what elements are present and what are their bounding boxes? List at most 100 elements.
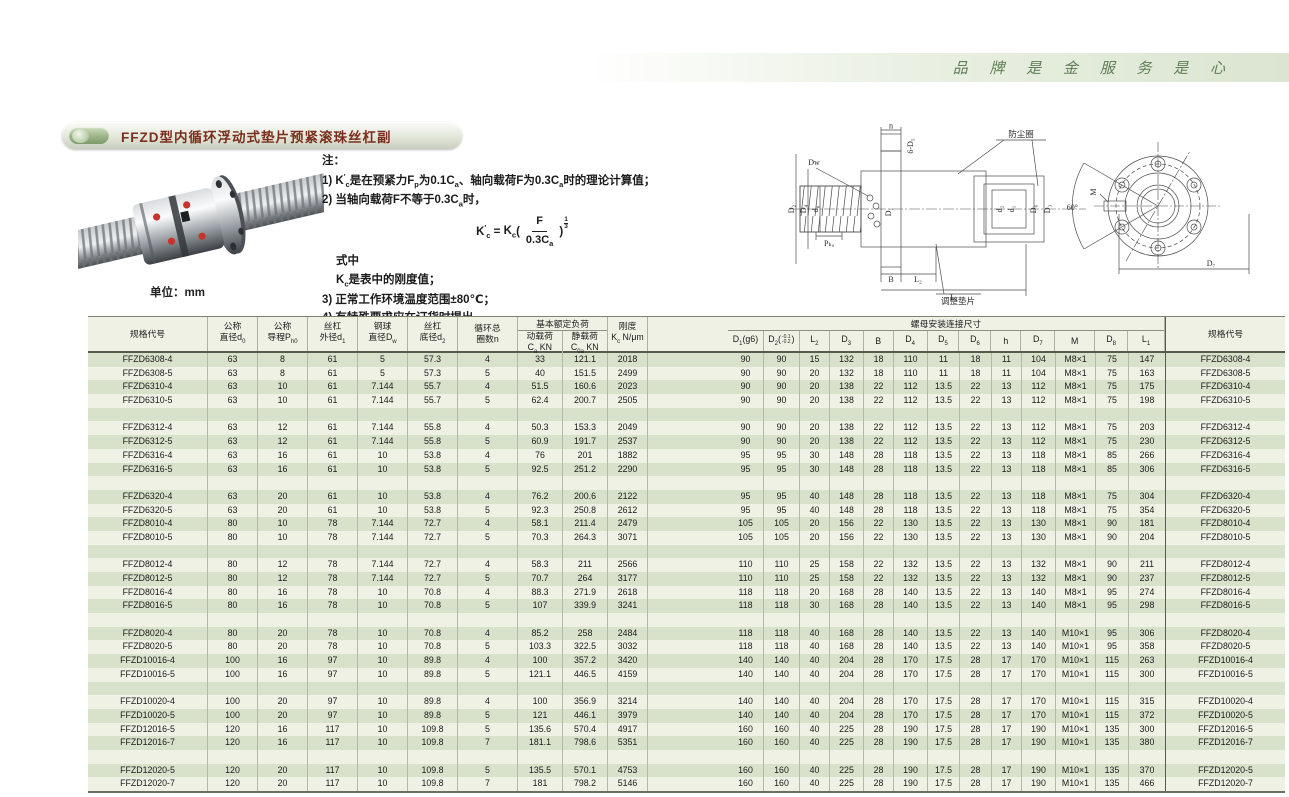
table-cell: M8×1 (1056, 435, 1096, 449)
table-cell: 28 (864, 626, 894, 641)
table-cell: 20 (800, 366, 830, 381)
table-cell: 72.7 (408, 517, 458, 531)
table-cell: 13.5 (928, 421, 960, 436)
table-cell: 168 (830, 599, 864, 614)
table-cell: 13 (992, 435, 1022, 449)
table-cell: 110 (728, 572, 764, 586)
table-cell: FFZD8016-5 (1165, 599, 1285, 614)
table-cell: 10 (358, 585, 408, 600)
table-cell (1165, 749, 1285, 764)
table-cell (1096, 613, 1129, 627)
table-cell: 28 (864, 599, 894, 614)
table-cell: 170 (1022, 708, 1056, 723)
table-spacer-row (88, 544, 1285, 559)
table-cell: 100 (208, 708, 258, 723)
table-cell: 61 (308, 421, 358, 436)
table-cell: 121.1 (518, 667, 563, 682)
table-spacer-row (88, 407, 1285, 422)
table-cell: 13.5 (928, 394, 960, 408)
table-cell: 97 (308, 654, 358, 668)
table-cell: M10×1 (1056, 777, 1096, 791)
table-cell: 3420 (608, 654, 648, 668)
table-cell: 18 (960, 366, 992, 381)
table-cell (830, 613, 864, 627)
table-cell: 140 (1022, 599, 1056, 614)
table-cell: 55.7 (408, 380, 458, 395)
shim-label: 调整垫片 (941, 296, 975, 306)
table-row: FFZD8010-5 80 10 78 7.144 72.7 5 70.3 264.3 3071 1… (88, 530, 1285, 545)
table-cell: 140 (728, 708, 764, 723)
table-cell (1129, 408, 1165, 422)
table-cell: 40 (800, 695, 830, 709)
table-cell: 20 (258, 695, 308, 709)
table-cell: 40 (800, 626, 830, 641)
table-cell (992, 544, 1022, 559)
table-cell: 88.3 (518, 585, 563, 600)
mounting-col-header: D3 (830, 331, 864, 351)
table-cell: 446.5 (563, 667, 608, 682)
table-cell: 22 (960, 394, 992, 408)
table-cell: FFZD6308-4 (1165, 353, 1285, 367)
table-cell (764, 681, 800, 696)
table-cell: FFZD8012-4 (1165, 558, 1285, 572)
table-cell (308, 749, 358, 764)
table-cell: 168 (830, 626, 864, 641)
table-cell: 2018 (608, 353, 648, 367)
table-cell: FFZD6308-4 (88, 353, 208, 367)
table-cell (960, 544, 992, 559)
table-cell: M10×1 (1056, 667, 1096, 682)
table-cell: 40 (800, 763, 830, 778)
table-cell: 153.3 (563, 421, 608, 436)
table-cell: 61 (308, 462, 358, 477)
table-cell: 3241 (608, 599, 648, 614)
table-cell (258, 544, 308, 559)
table-cell: 13.5 (928, 599, 960, 614)
table-cell (563, 749, 608, 764)
table-cell: 97 (308, 695, 358, 709)
table-cell: 5 (458, 435, 518, 449)
table-cell: 1882 (608, 448, 648, 463)
table-cell: 266 (1139, 449, 1155, 460)
col-group-load: 基本额定负荷 动载荷 Ca KN 静载荷 C0a KN (518, 317, 608, 357)
table-cell: 4 (458, 353, 518, 367)
table-cell: 5 (458, 530, 518, 545)
table-cell: 95 (1096, 599, 1129, 614)
table-gap-cell (648, 586, 728, 600)
table-cell: FFZD12020-5 (1165, 763, 1285, 778)
dim-m: M (1089, 188, 1098, 195)
table-gap-cell (648, 517, 728, 531)
table-cell (894, 749, 928, 764)
table-cell: 204 (830, 667, 864, 682)
table-cell (208, 544, 258, 559)
table-cell: 105 (728, 530, 764, 545)
table-cell: 8 (258, 366, 308, 381)
table-cell: FFZD6312-5 (1165, 435, 1285, 449)
table-cell (1096, 476, 1129, 490)
table-cell: 160 (764, 722, 800, 737)
table-cell: 53.8 (408, 448, 458, 463)
table-cell (864, 544, 894, 559)
col-ph: 公称 导程Ph0 (258, 317, 308, 351)
table-cell: M10×1 (1056, 722, 1096, 737)
table-cell: 20 (800, 517, 830, 531)
table-cell: 28 (960, 667, 992, 682)
table-cell (208, 749, 258, 764)
table-cell: 78 (308, 558, 358, 572)
table-cell: 33 (518, 353, 563, 367)
dim-d5: 6-D₅ (906, 138, 915, 153)
table-cell (764, 749, 800, 764)
table-cell: 148 (830, 462, 864, 477)
table-gap-cell (648, 463, 728, 477)
table-cell: 13.5 (928, 640, 960, 655)
table-cell: 140 (728, 654, 764, 668)
table-cell (1022, 476, 1056, 490)
table-cell: 117 (308, 763, 358, 778)
table-cell: 16 (258, 722, 308, 737)
table-row: FFZD12020-5 120 20 117 10 109.8 5 135.5 570.1 475… (88, 763, 1285, 778)
table-cell: 17 (992, 708, 1022, 723)
col-n: 循环总 圈数n (458, 317, 518, 351)
table-cell (1165, 544, 1285, 559)
table-cell: 16 (258, 654, 308, 668)
table-cell: 22 (864, 435, 894, 449)
table-cell (1022, 407, 1056, 422)
